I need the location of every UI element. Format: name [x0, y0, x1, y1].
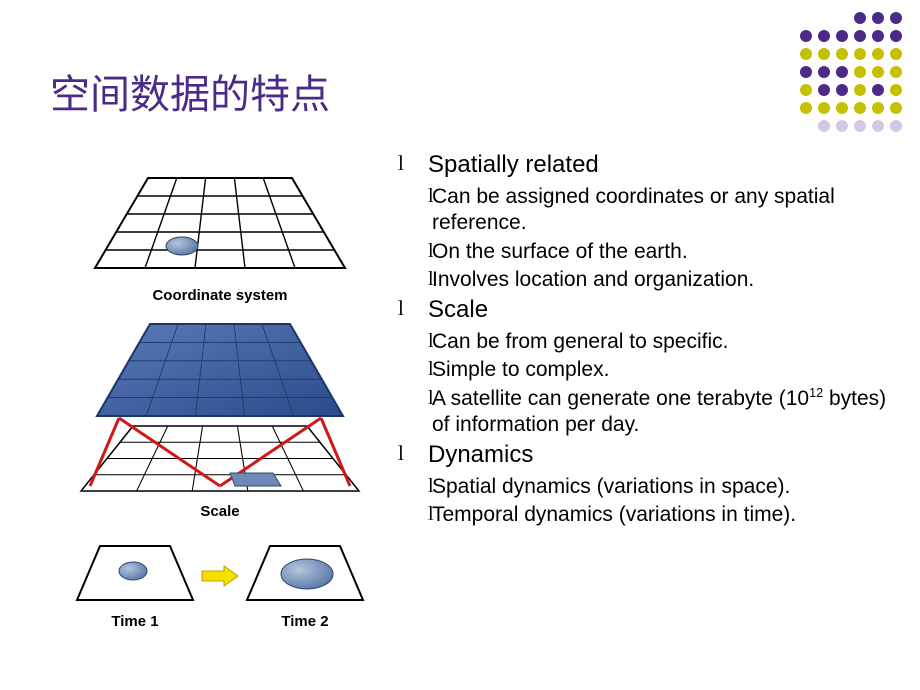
bullet-marker: l	[388, 440, 428, 470]
bullet-marker: l	[388, 329, 428, 355]
decoration-dot	[818, 102, 830, 114]
bullet-level2: lSimple to complex.	[388, 357, 898, 383]
time-diagram	[75, 538, 365, 613]
bullet-marker: l	[388, 184, 428, 237]
bullet-level2: lA satellite can generate one terabyte (…	[388, 386, 898, 439]
decoration-dot	[854, 102, 866, 114]
decoration-dot	[872, 84, 884, 96]
decoration-dot	[854, 30, 866, 42]
decoration-dot	[854, 48, 866, 60]
decoration-dot	[800, 30, 812, 42]
bullet-marker: l	[388, 295, 428, 325]
decoration-dot	[872, 102, 884, 114]
bullet-marker: l	[388, 150, 428, 180]
bullet-level2: lCan be assigned coordinates or any spat…	[388, 184, 898, 237]
bullet-level2: lInvolves location and organization.	[388, 267, 898, 293]
bullet-text: Spatial dynamics (variations in space).	[428, 474, 898, 500]
decoration-dot	[818, 48, 830, 60]
bullet-marker: l	[388, 357, 428, 383]
decoration-dot	[854, 84, 866, 96]
time2-label: Time 2	[245, 613, 365, 630]
corner-dots-decoration	[800, 12, 902, 138]
bullet-level1: lScale	[388, 295, 898, 325]
decoration-dot	[818, 120, 830, 132]
coordinate-system-label: Coordinate system	[90, 287, 350, 304]
decoration-dot	[800, 48, 812, 60]
bullet-level1: lDynamics	[388, 440, 898, 470]
scale-label: Scale	[75, 503, 365, 520]
decoration-dot	[872, 120, 884, 132]
decoration-dot	[854, 120, 866, 132]
decoration-dot	[872, 48, 884, 60]
bullet-marker: l	[388, 239, 428, 265]
decoration-dot	[836, 30, 848, 42]
bullet-text: Spatially related	[428, 150, 898, 180]
decoration-dot	[890, 12, 902, 24]
decoration-dot	[890, 120, 902, 132]
bullet-text: Involves location and organization.	[428, 267, 898, 293]
decoration-dot	[890, 30, 902, 42]
coordinate-system-diagram: Coordinate system	[90, 170, 350, 304]
bullet-marker: l	[388, 502, 428, 528]
decoration-dot	[818, 30, 830, 42]
arrow-icon	[200, 564, 240, 588]
bullet-text: Dynamics	[428, 440, 898, 470]
decoration-dot	[872, 30, 884, 42]
decoration-dot	[800, 84, 812, 96]
decoration-dot	[800, 66, 812, 78]
decoration-dot	[890, 102, 902, 114]
slide-title: 空间数据的特点	[50, 62, 330, 120]
decoration-dot	[872, 12, 884, 24]
bullet-level2: lSpatial dynamics (variations in space).	[388, 474, 898, 500]
decoration-dot	[872, 66, 884, 78]
bullet-marker: l	[388, 474, 428, 500]
bullet-level1: lSpatially related	[388, 150, 898, 180]
decoration-dot	[836, 102, 848, 114]
bullet-marker: l	[388, 386, 428, 439]
decoration-dot	[890, 84, 902, 96]
decoration-dot	[890, 66, 902, 78]
decoration-dot	[836, 120, 848, 132]
decoration-dot	[854, 66, 866, 78]
bullet-text: On the surface of the earth.	[428, 239, 898, 265]
decoration-dot	[818, 66, 830, 78]
bullet-level2: lTemporal dynamics (variations in time).	[388, 502, 898, 528]
decoration-dot	[800, 102, 812, 114]
bullet-list: lSpatially relatedlCan be assigned coord…	[388, 150, 898, 531]
bullet-text: Scale	[428, 295, 898, 325]
decoration-dot	[836, 66, 848, 78]
time1-label: Time 1	[75, 613, 195, 630]
decoration-dot	[836, 84, 848, 96]
bullet-level2: lCan be from general to specific.	[388, 329, 898, 355]
bullet-text: A satellite can generate one terabyte (1…	[428, 386, 898, 439]
bullet-level2: lOn the surface of the earth.	[388, 239, 898, 265]
bullet-text: Can be from general to specific.	[428, 329, 898, 355]
diagrams-column: Coordinate system Scale	[70, 170, 370, 630]
decoration-dot	[890, 48, 902, 60]
bullet-text: Temporal dynamics (variations in time).	[428, 502, 898, 528]
decoration-dot	[836, 48, 848, 60]
decoration-dot	[818, 84, 830, 96]
bullet-text: Simple to complex.	[428, 357, 898, 383]
decoration-dot	[854, 12, 866, 24]
bullet-text: Can be assigned coordinates or any spati…	[428, 184, 898, 237]
bullet-marker: l	[388, 267, 428, 293]
scale-diagram: Scale	[75, 316, 365, 520]
